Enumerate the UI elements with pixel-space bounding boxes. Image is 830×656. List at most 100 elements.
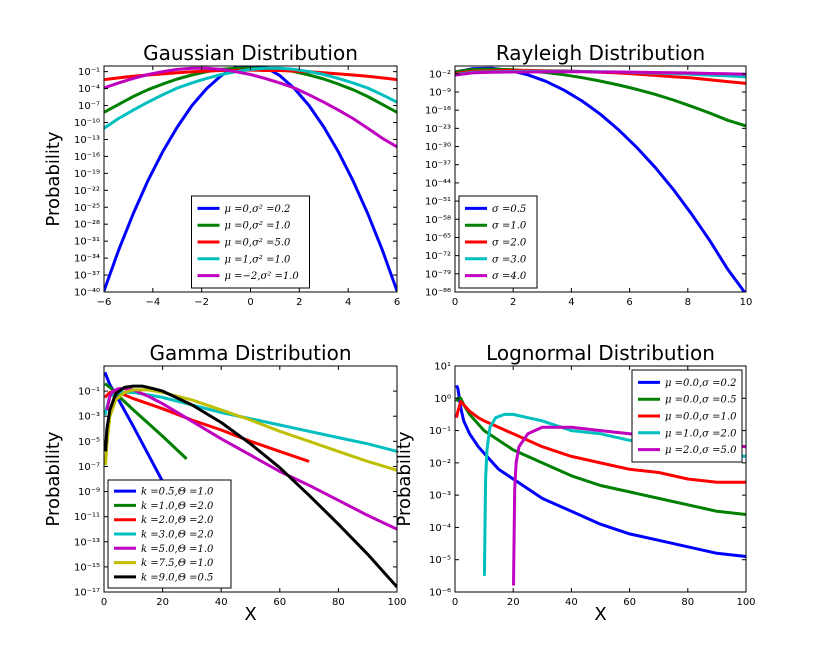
gaussian-xtick-label: 0 — [247, 297, 253, 308]
lognormal-legend-label-4: μ =2.0,σ =5.0 — [665, 445, 737, 456]
lognormal-ytick-label: 10⁻⁴ — [429, 523, 451, 534]
gamma-series-line-1 — [104, 382, 188, 460]
lognormal-ytick-label: 10⁻² — [429, 458, 451, 469]
lognormal-legend-label-1: μ =0.0,σ =0.5 — [665, 395, 736, 406]
rayleigh-xtick-label: 4 — [568, 297, 574, 308]
gaussian-ylabel: Probability — [43, 131, 64, 226]
gaussian-chart: Gaussian Distribution Probability −6 −4 −2 0 2… — [43, 41, 400, 308]
rayleigh-legend: σ =0.5 σ =1.0 σ =2.0 σ =3.0 σ =4.0 — [458, 195, 538, 289]
gamma-title: Gamma Distribution — [149, 341, 351, 365]
gamma-series-line-4 — [105, 387, 397, 531]
gaussian-ytick-label: 10⁻²⁵ — [74, 203, 100, 214]
lognormal-series-line-0 — [455, 384, 746, 558]
rayleigh-series-line-4 — [455, 70, 746, 77]
gamma-xtick-label: 100 — [387, 597, 406, 608]
gaussian-xtick-label: −4 — [145, 297, 160, 308]
gaussian-ytick-label: 10⁻⁴ — [78, 84, 100, 95]
gaussian-ytick-label: 10⁻³⁴ — [74, 254, 100, 265]
lognormal-ytick-label: 10¹ — [434, 362, 451, 373]
lognormal-legend: μ =0.0,σ =0.2 μ =0.0,σ =0.5 μ =0.0,σ =1.0 μ… — [631, 369, 743, 463]
gamma-legend: k =0.5,Θ =1.0 k =1.0,Θ =2.0 k =2.0,Θ =2.0 k… — [107, 479, 232, 589]
lognormal-xtick-label: 100 — [736, 597, 755, 608]
rayleigh-legend-label-0: σ =0.5 — [492, 204, 526, 215]
gaussian-legend-label-1: μ =0,σ² =1.0 — [225, 221, 292, 232]
rayleigh-chart: Rayleigh Distribution 0 2 4 6 8 10 10⁻⁸⁶ 10⁻⁷⁹ 10… — [425, 41, 752, 308]
gaussian-xtick-label: −6 — [97, 297, 112, 308]
rayleigh-legend-label-2: σ =2.0 — [492, 238, 527, 249]
lognormal-xtick-label: 20 — [507, 597, 520, 608]
gaussian-ytick-label: 10⁻²² — [74, 186, 100, 197]
lognormal-title: Lognormal Distribution — [486, 341, 715, 365]
gamma-ytick-label: 10⁻¹⁷ — [74, 588, 100, 599]
rayleigh-ytick-label: 10⁻⁷² — [425, 251, 451, 262]
rayleigh-legend-label-3: σ =3.0 — [492, 254, 527, 265]
gamma-legend-label-2: k =2.0,Θ =2.0 — [141, 515, 214, 526]
lognormal-ytick-label: 10⁻¹ — [429, 426, 451, 437]
lognormal-xlabel: X — [594, 604, 606, 625]
lognormal-ytick-label: 10⁻⁶ — [429, 588, 451, 599]
gaussian-ytick-label: 10⁻³¹ — [74, 237, 100, 248]
gaussian-ytick-label: 10⁻¹ — [78, 67, 100, 78]
rayleigh-plot-frame — [454, 65, 747, 293]
gamma-chart: Gamma Distribution Probability X 0 20 40 60 80 1… — [43, 341, 407, 625]
rayleigh-ytick-label: 10⁻⁷⁹ — [425, 269, 451, 280]
gaussian-ytick-label: 10⁻¹³ — [74, 135, 100, 146]
rayleigh-series-group — [455, 66, 746, 292]
rayleigh-xtick-label: 10 — [740, 297, 753, 308]
gaussian-legend-label-2: μ =0,σ² =5.0 — [225, 238, 292, 249]
lognormal-plot-frame — [454, 365, 747, 593]
gamma-plot-frame — [103, 365, 398, 593]
gamma-legend-label-5: k =7.5,Θ =1.0 — [141, 558, 214, 569]
rayleigh-xtick-label: 8 — [685, 297, 691, 308]
gamma-xtick-label: 40 — [215, 597, 228, 608]
rayleigh-ytick-label: 10⁻⁴⁴ — [425, 178, 451, 189]
rayleigh-title: Rayleigh Distribution — [496, 41, 705, 65]
rayleigh-legend-label-1: σ =1.0 — [492, 221, 527, 232]
rayleigh-xtick-label: 2 — [510, 297, 516, 308]
gaussian-ytick-label: 10⁻¹⁹ — [74, 169, 100, 180]
gaussian-ytick-label: 10⁻¹⁶ — [74, 152, 100, 163]
rayleigh-ytick-label: 10⁻⁹ — [429, 87, 451, 98]
lognormal-ytick-label: 10⁰ — [434, 394, 451, 405]
lognormal-xtick-label: 0 — [452, 597, 458, 608]
gamma-ylabel: Probability — [43, 431, 64, 526]
gaussian-xtick-label: 6 — [394, 297, 400, 308]
gaussian-ytick-label: 10⁻¹⁰ — [74, 118, 100, 129]
gamma-ytick-label: 10⁻⁹ — [78, 487, 100, 498]
lognormal-legend-label-2: μ =0.0,σ =1.0 — [665, 412, 737, 423]
gamma-legend-label-4: k =5.0,Θ =1.0 — [141, 544, 214, 555]
lognormal-series-line-2 — [455, 400, 746, 484]
rayleigh-ytick-label: 10⁻⁵⁸ — [425, 215, 451, 226]
gamma-ytick-label: 10⁻⁷ — [78, 462, 100, 473]
gaussian-series-line-4 — [104, 66, 397, 149]
rayleigh-ytick-label: 10⁻⁵¹ — [425, 197, 451, 208]
gamma-legend-label-6: k =9.0,Θ =0.5 — [141, 572, 213, 583]
gamma-legend-label-1: k =1.0,Θ =2.0 — [141, 501, 214, 512]
gaussian-ytick-label: 10⁻³⁷ — [74, 271, 100, 282]
gaussian-series-line-0 — [104, 66, 397, 292]
gamma-ytick-label: 10⁻¹⁵ — [74, 562, 100, 573]
rayleigh-ytick-label: 10⁻³⁰ — [425, 142, 451, 153]
gaussian-legend-label-0: μ =0,σ² =0.2 — [225, 204, 291, 215]
rayleigh-legend-label-4: σ =4.0 — [492, 271, 527, 282]
gaussian-ytick-label: 10⁻⁷ — [78, 101, 100, 112]
lognormal-ytick-label: 10⁻³ — [429, 491, 451, 502]
gamma-xtick-label: 80 — [332, 597, 345, 608]
gamma-xtick-label: 0 — [101, 597, 107, 608]
lognormal-ytick-label: 10⁻⁵ — [429, 555, 451, 566]
lognormal-xtick-label: 80 — [681, 597, 694, 608]
gamma-ytick-label: 10⁻⁵ — [78, 437, 100, 448]
gaussian-title: Gaussian Distribution — [143, 41, 358, 65]
gamma-series-line-6 — [104, 384, 397, 589]
lognormal-legend-label-0: μ =0.0,σ =0.2 — [665, 378, 736, 389]
gaussian-legend-label-3: μ =1,σ² =1.0 — [225, 254, 292, 265]
rayleigh-xtick-label: 6 — [626, 297, 632, 308]
gamma-xlabel: X — [244, 604, 256, 625]
gaussian-xtick-label: −2 — [194, 297, 209, 308]
gamma-ytick-label: 10⁻¹¹ — [74, 512, 100, 523]
rayleigh-ytick-label: 10⁻² — [429, 69, 451, 80]
lognormal-chart: Lognormal Distribution Probability X 0 20 40 6… — [394, 341, 756, 625]
lognormal-ylabel: Probability — [394, 431, 415, 526]
gamma-series-line-5 — [104, 388, 397, 472]
